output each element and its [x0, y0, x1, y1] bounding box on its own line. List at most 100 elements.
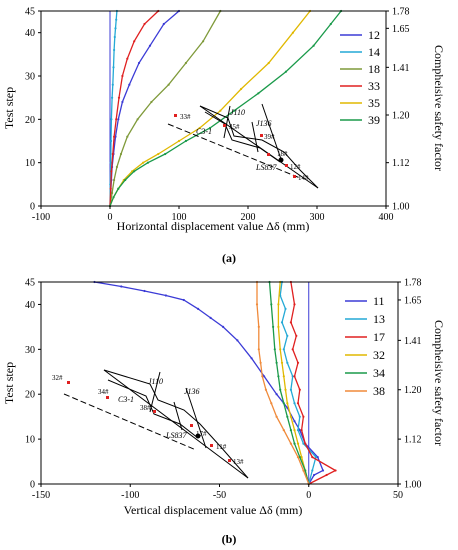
b-series-17-point-6	[302, 415, 305, 418]
b-series-17-point-14	[293, 303, 296, 306]
a-series-12-point-7	[121, 100, 124, 104]
b-series-32-point-4	[293, 429, 296, 432]
b-x-tick-label-3: 0	[306, 490, 311, 501]
a-series-39-point-12	[312, 44, 315, 47]
a-series-39-point-9	[233, 109, 236, 112]
b-series-38-point-1	[302, 469, 305, 472]
b-y2-tick-label-4: 1.12	[404, 435, 422, 446]
a-legend-label-14: 14	[368, 45, 380, 59]
b-series-13-point-3	[302, 442, 305, 445]
b-series-11-point-1	[313, 473, 316, 477]
a-series-33-point-5	[115, 118, 118, 121]
panel-a-y2-axis-label: Compheisive safety factor	[432, 45, 446, 171]
b-series-17-point-7	[296, 402, 300, 405]
b-series-13-point-7	[289, 388, 292, 391]
a-y2-tick-label-2: 1.41	[392, 63, 410, 74]
a-series-39-point-11	[284, 70, 287, 73]
a-x-tick-label-1: 0	[108, 212, 113, 223]
inset-b-label-4: 32#	[52, 374, 63, 382]
a-x-tick-label-2: 100	[172, 212, 187, 223]
b-series-34-point-10	[273, 348, 276, 351]
b-series-11-point-14	[197, 307, 200, 310]
b-series-13-point-8	[291, 375, 294, 378]
b-series-17-point-8	[298, 388, 301, 391]
a-series-39-point-3	[124, 178, 127, 182]
panel-a-series-lines	[108, 9, 343, 208]
b-series-32-point-9	[280, 361, 284, 364]
b-series-11-point-11	[236, 339, 239, 342]
b-series-38-point-12	[255, 303, 259, 306]
panel-a-legend: 12 14 18 33 35 39	[340, 28, 380, 127]
a-series-33-point-3	[111, 152, 114, 156]
b-series-17-point-10	[296, 361, 300, 364]
b-series-38-point-3	[289, 442, 292, 445]
b-series-32-point-7	[284, 388, 287, 391]
a-series-line-18	[109, 10, 221, 207]
b-series-32-point-6	[286, 402, 289, 405]
b-series-17-point-11	[291, 348, 294, 351]
b-series-38-point-6	[270, 402, 273, 405]
b-series-34-point-2	[298, 456, 301, 459]
b-series-17-point-4	[304, 442, 307, 445]
a-legend-label-33: 33	[368, 79, 380, 93]
b-series-32-point-8	[282, 375, 285, 378]
b-series-13-point-11	[286, 334, 289, 337]
a-y2-tick-label-3: 1.20	[392, 111, 410, 122]
b-series-13-point-12	[280, 321, 284, 324]
a-y2-tick-label-0: 1.78	[392, 7, 410, 18]
b-legend-label-38: 38	[373, 384, 385, 398]
inset-a-label-2: J136	[256, 119, 272, 128]
b-series-11-point-9	[263, 375, 266, 378]
a-series-18-point-3	[115, 165, 118, 169]
b-series-line-32	[277, 281, 310, 485]
a-legend-label-12: 12	[368, 28, 380, 42]
a-series-39-point-6	[164, 152, 167, 156]
a-series-18-point-5	[126, 135, 129, 138]
panel-b-series-lines	[93, 280, 337, 486]
inset-a-label-6: 39#	[264, 133, 275, 141]
a-y2-tick-label-4: 1.12	[392, 158, 410, 169]
panel-a-x-axis-label: Horizontal displacement value Δδ (mm)	[117, 219, 310, 233]
a-series-12-point-9	[137, 61, 141, 65]
b-legend-label-34: 34	[373, 366, 385, 380]
b-series-38-point-8	[261, 375, 264, 378]
b-series-13-point-6	[293, 402, 296, 405]
b-series-34-point-4	[289, 429, 292, 432]
a-series-line-33	[109, 10, 159, 207]
b-series-line-17	[290, 281, 337, 485]
a-series-18-point-4	[119, 152, 123, 156]
b-series-line-34	[268, 281, 310, 485]
b-series-34-point-5	[286, 415, 289, 418]
b-legend-label-17: 17	[373, 330, 385, 344]
b-series-line-11	[94, 281, 324, 485]
b-y-tick-label-0: 0	[30, 480, 35, 491]
a-series-18-point-9	[184, 61, 187, 65]
b-series-32-point-11	[277, 325, 280, 328]
a-series-33-point-7	[121, 74, 124, 78]
a-series-14-point-7	[112, 66, 115, 69]
b-series-13-point-5	[298, 415, 301, 418]
b-x-tick-label-1: -100	[121, 490, 139, 501]
a-series-14-point-9	[113, 35, 116, 39]
b-series-32-point-12	[277, 303, 280, 306]
b-series-34-point-1	[304, 469, 307, 472]
b-series-11-point-18	[120, 285, 123, 288]
inset-b-label-7: 17#	[196, 430, 207, 438]
b-series-34-point-11	[272, 325, 275, 328]
panel-b-legend: 11 13 17 32 34 38	[345, 294, 385, 398]
inset-b-label-6: 38#	[140, 404, 151, 412]
b-series-17-point-3	[311, 456, 314, 459]
b-series-34-point-12	[270, 303, 273, 306]
b-legend-label-13: 13	[373, 312, 385, 326]
a-series-18-point-7	[150, 100, 153, 104]
b-series-11-point-5	[298, 429, 301, 432]
b-series-11-point-17	[143, 289, 146, 293]
inset-a-label-7: 18#	[277, 150, 288, 158]
a-series-35-point-5	[142, 161, 145, 164]
b-series-34-point-9	[275, 361, 278, 364]
inset-b-label-3: LS837	[165, 431, 187, 440]
a-series-39-point-13	[329, 22, 332, 26]
a-series-line-12	[109, 10, 180, 207]
b-y2-tick-label-0: 1.78	[404, 278, 422, 289]
b-y-tick-label-5: 45	[25, 278, 35, 289]
